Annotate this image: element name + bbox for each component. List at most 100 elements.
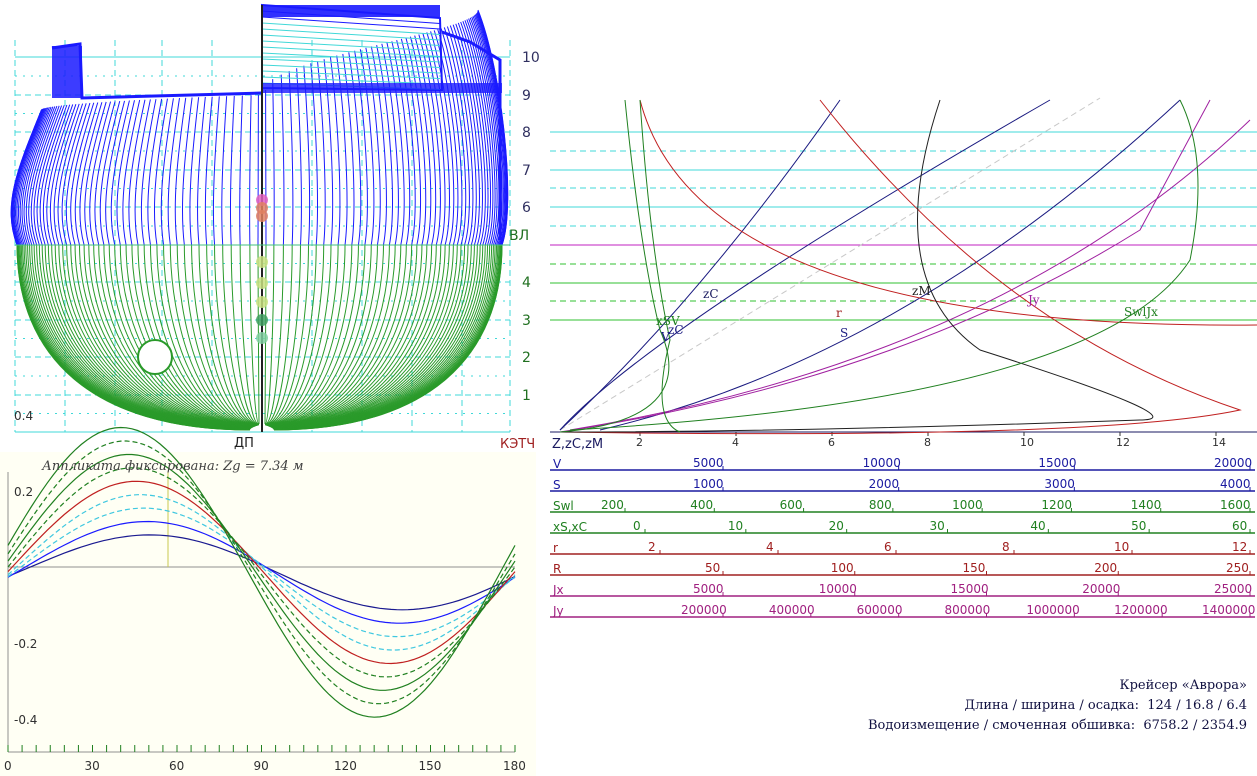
frame-line-above [464,20,494,246]
stability-x-tick: 30 [85,759,100,773]
stability-diagram: 0.40.2-0.2-0.4-0.60306090120150180 Аппли… [0,409,536,776]
hydro-curve-label: S [840,326,848,340]
scale-tick-label: 600 [780,498,803,512]
curve-zM [559,99,1154,433]
stability-curve [7,507,516,638]
frame-line-above [12,108,44,246]
frame-line-above [400,38,422,246]
frame-line-below [266,244,346,426]
stability-curves [7,426,516,718]
z-level-label: 10 [522,50,540,66]
forecastle-line [261,70,441,79]
dims-value: 124 / 16.8 / 6.4 [1147,698,1247,713]
z-level-label: 9 [522,88,531,104]
frame-line-below [264,244,267,425]
forecastle-line [261,58,441,68]
hydro-curve-label: zC [668,323,684,337]
forecastle-line [261,22,441,35]
frame-line-below [264,244,275,425]
frame-line-above [323,59,334,246]
forecastle-line [261,52,441,63]
frame-line-below [273,244,486,429]
frame-line-above [99,100,121,246]
frame-line-below [264,244,301,425]
frame-line-above [280,74,285,246]
scale-tick-label: 12 [1232,540,1247,554]
scale-tick-label: 1600 [1220,498,1251,512]
frame-line-above [418,34,441,246]
frame-line-above [153,98,168,246]
frame-line-above [174,97,187,246]
scale-tick-label: 30 [930,519,945,533]
stability-y-tick: -0.4 [14,713,37,727]
scale-name: S [553,478,561,492]
frame-line-above [239,95,243,246]
frame-line-above [23,106,54,246]
frame-line-below [214,244,260,426]
scale-tick-label: 40 [1030,519,1045,533]
hydro-x-tick: 6 [828,436,835,449]
frame-line-above [455,23,483,246]
frame-line-above [430,31,455,246]
ship-displacement: Водоизмещение / смоченная обшивка: 6758.… [868,716,1247,736]
frame-line-above [53,103,80,246]
scale-tick-label: 800 [869,498,892,512]
frame-line-above [57,103,84,246]
frame-line-above [468,18,498,246]
frame-line-above [30,105,60,246]
hydro-curve-label: SwlJx [1124,305,1158,319]
frame-line-above [70,102,95,246]
frame-line-below [267,244,378,427]
fore-rail [441,30,502,240]
curve-V [599,99,1181,431]
frame-line-above [462,20,492,246]
frame-line-below [266,244,359,426]
frame-line-above [13,108,45,246]
frame-line-below [149,244,257,427]
z-level-label: 4 [522,275,531,291]
frame-line-above [12,108,44,246]
frame-line-below [33,244,251,429]
frame-line-below [198,244,259,426]
scale-name: R [553,562,561,576]
stability-ticks: 0.40.2-0.2-0.4-0.60306090120150180 [4,409,526,773]
ship-name: Крейсер «Аврора» [1119,678,1247,693]
frame-line-above [336,55,348,246]
frame-line-below [264,244,293,425]
stability-panel-bg [0,452,536,776]
stability-x-tick: 90 [254,759,269,773]
scale-tick-label: 200000 [681,603,727,617]
frame-line-above [212,96,220,246]
frame-line-above [84,101,107,246]
z-level-label: 2 [522,350,531,366]
scale-tick-label: 20000 [1082,582,1120,596]
frame-line-above [19,107,50,246]
frame-line-below [222,244,260,425]
stability-y-tick: -0.2 [14,637,37,651]
frame-line-above [25,106,56,246]
scale-tick-label: 20 [829,519,844,533]
scale-tick-label: 4000 [1220,477,1251,491]
frame-line-below [265,244,325,426]
z-level-label: 1 [522,388,531,404]
stability-y-tick: 0.2 [14,485,33,499]
scale-tick-label: 600000 [857,603,903,617]
frame-line-above [376,45,393,246]
scale-tick-label: 10 [1114,540,1129,554]
hydro-curve-label: zC [703,287,719,301]
centre-marker [256,256,268,268]
frame-line-below [169,244,258,426]
frame-line-below [206,244,260,426]
frame-line-above [94,101,116,246]
hydro-x-tick: 10 [1020,436,1034,449]
frame-line-above [469,17,500,246]
frame-line-above [457,22,486,246]
frame-line-above [452,24,480,246]
frame-line-above [46,104,74,246]
frame-line-above [396,39,416,246]
forecastle-line [261,64,441,74]
frame-line-above [39,104,68,246]
hydro-x-tick: 14 [1212,436,1226,449]
porthole [137,339,173,375]
